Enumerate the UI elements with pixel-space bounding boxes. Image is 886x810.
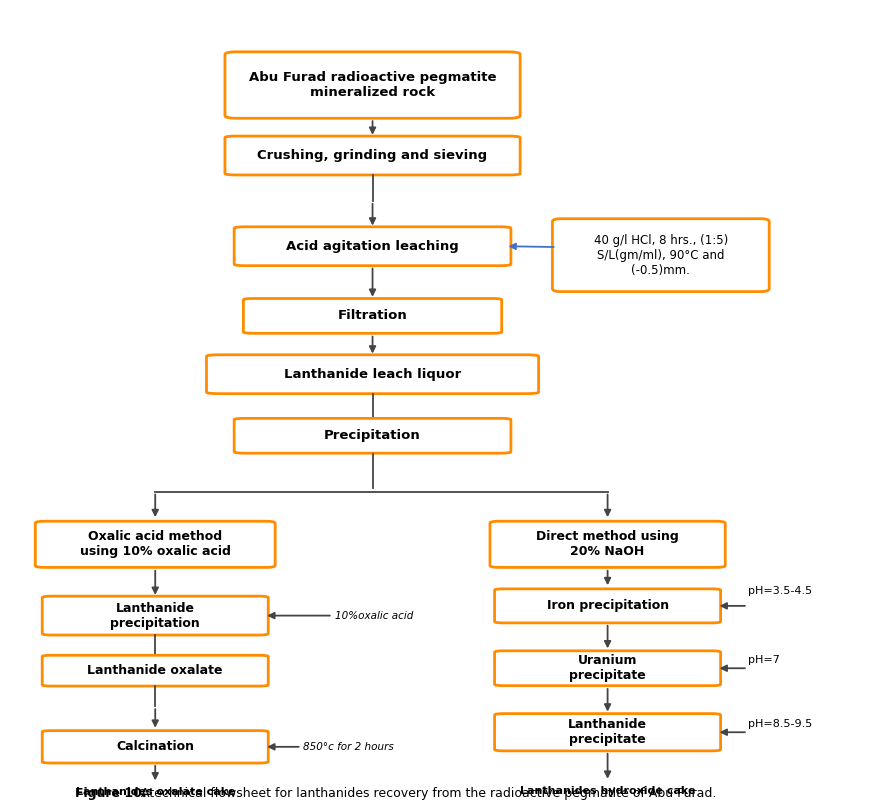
FancyBboxPatch shape — [243, 298, 501, 334]
Text: Precipitation: Precipitation — [323, 429, 421, 442]
Text: pH=8.5-9.5: pH=8.5-9.5 — [747, 719, 811, 729]
Text: 850°c for 2 hours: 850°c for 2 hours — [303, 742, 393, 752]
Text: Lanthanides hydroxide cake: Lanthanides hydroxide cake — [519, 786, 695, 795]
Text: 40 g/l HCl, 8 hrs., (1:5)
S/L(gm/ml), 90°C and
(-0.5)mm.: 40 g/l HCl, 8 hrs., (1:5) S/L(gm/ml), 90… — [593, 233, 727, 277]
Text: Calcination: Calcination — [116, 740, 194, 753]
Text: pH=3.5-4.5: pH=3.5-4.5 — [747, 586, 811, 596]
FancyBboxPatch shape — [234, 227, 510, 266]
FancyBboxPatch shape — [225, 52, 519, 118]
FancyBboxPatch shape — [489, 522, 725, 567]
Text: Abu Furad radioactive pegmatite
mineralized rock: Abu Furad radioactive pegmatite minerali… — [248, 71, 496, 99]
Text: Crushing, grinding and sieving: Crushing, grinding and sieving — [257, 149, 487, 162]
Text: Acid agitation leaching: Acid agitation leaching — [286, 240, 458, 253]
FancyBboxPatch shape — [43, 596, 268, 635]
Text: Lanthanide
precipitation: Lanthanide precipitation — [110, 602, 200, 629]
FancyBboxPatch shape — [43, 655, 268, 686]
FancyBboxPatch shape — [552, 219, 768, 292]
Text: pH=7: pH=7 — [747, 655, 779, 665]
FancyBboxPatch shape — [35, 522, 275, 567]
FancyBboxPatch shape — [225, 136, 519, 175]
Text: Filtration: Filtration — [338, 309, 407, 322]
FancyBboxPatch shape — [234, 418, 510, 454]
Text: Atechnical flowsheet for lanthanides recovery from the radioactive pegmatite of : Atechnical flowsheet for lanthanides rec… — [141, 787, 716, 800]
Text: Direct method using
20% NaOH: Direct method using 20% NaOH — [536, 531, 678, 558]
FancyBboxPatch shape — [494, 589, 719, 623]
FancyBboxPatch shape — [206, 355, 538, 394]
Text: Uranium
precipitate: Uranium precipitate — [569, 654, 645, 682]
Text: Iron precipitation: Iron precipitation — [546, 599, 668, 612]
Text: Lanthanide
precipitate: Lanthanide precipitate — [567, 718, 647, 746]
Text: Oxalic acid method
using 10% oxalic acid: Oxalic acid method using 10% oxalic acid — [80, 531, 230, 558]
Text: 10%oxalic acid: 10%oxalic acid — [335, 611, 413, 620]
FancyBboxPatch shape — [43, 731, 268, 763]
FancyBboxPatch shape — [494, 714, 719, 751]
Text: Lanthanide leach liquor: Lanthanide leach liquor — [284, 368, 461, 381]
Text: Lanthanides oxalate cake: Lanthanides oxalate cake — [75, 787, 235, 797]
Text: Figure 10.: Figure 10. — [75, 787, 152, 800]
FancyBboxPatch shape — [494, 651, 719, 685]
Text: Lanthanide oxalate: Lanthanide oxalate — [88, 664, 222, 677]
